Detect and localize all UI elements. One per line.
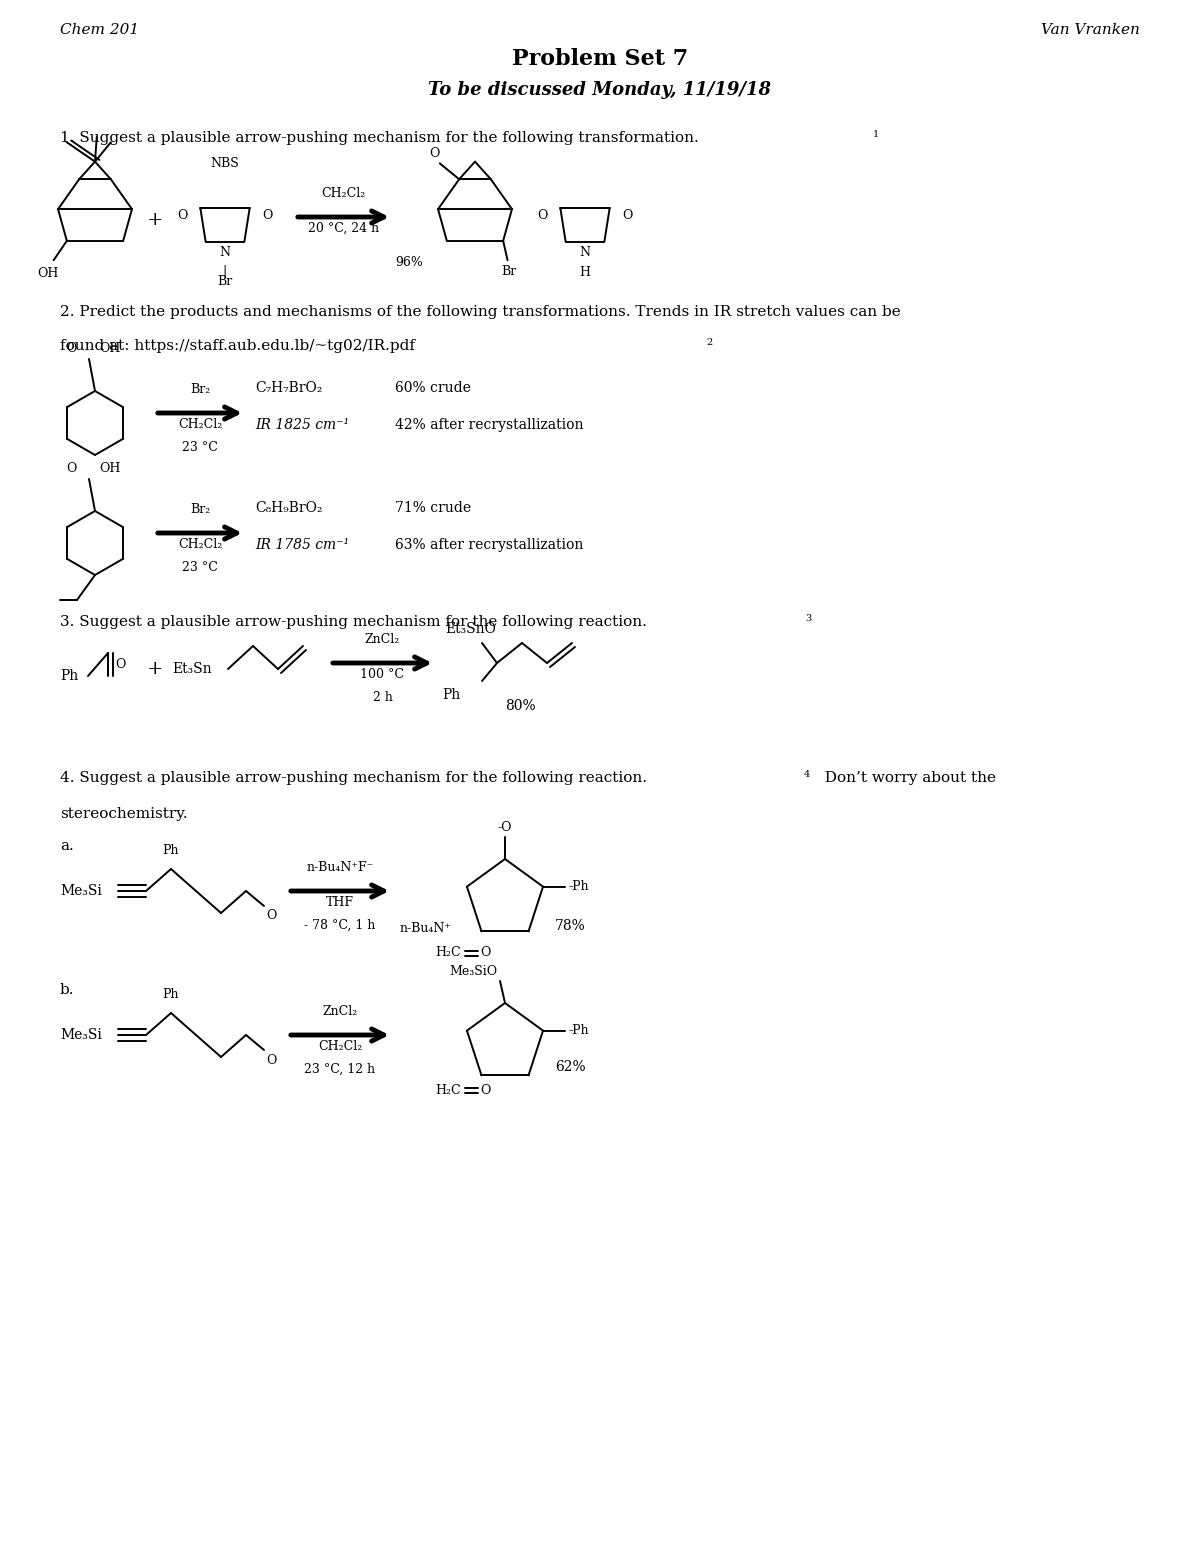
Text: 2: 2 bbox=[706, 339, 713, 346]
Text: H₂C: H₂C bbox=[434, 1084, 461, 1096]
Text: 60% crude: 60% crude bbox=[395, 380, 470, 394]
Text: O: O bbox=[622, 208, 632, 222]
Text: O: O bbox=[430, 148, 439, 160]
Text: Me₃Si: Me₃Si bbox=[60, 884, 102, 898]
Text: C₈H₉BrO₂: C₈H₉BrO₂ bbox=[254, 502, 323, 516]
Text: IR 1785 cm⁻¹: IR 1785 cm⁻¹ bbox=[254, 537, 349, 551]
Text: IR 1825 cm⁻¹: IR 1825 cm⁻¹ bbox=[254, 418, 349, 432]
Text: ZnCl₂: ZnCl₂ bbox=[365, 634, 400, 646]
Text: 2 h: 2 h bbox=[372, 691, 392, 704]
Text: 20 °C, 24 h: 20 °C, 24 h bbox=[308, 222, 379, 235]
Text: Br₂: Br₂ bbox=[190, 384, 210, 396]
Text: 4. Suggest a plausible arrow-pushing mechanism for the following reaction.: 4. Suggest a plausible arrow-pushing mec… bbox=[60, 770, 647, 784]
Text: n-Bu₄N⁺F⁻: n-Bu₄N⁺F⁻ bbox=[306, 860, 373, 874]
Text: 80%: 80% bbox=[505, 699, 535, 713]
Text: n-Bu₄N⁺: n-Bu₄N⁺ bbox=[400, 922, 452, 935]
Text: O: O bbox=[266, 1053, 276, 1067]
Text: +: + bbox=[146, 660, 163, 679]
Text: 71% crude: 71% crude bbox=[395, 502, 472, 516]
Text: Problem Set 7: Problem Set 7 bbox=[512, 48, 688, 70]
Text: +: + bbox=[146, 211, 163, 228]
Text: Ph: Ph bbox=[442, 688, 461, 702]
Text: 78%: 78% bbox=[554, 919, 586, 933]
Text: |: | bbox=[223, 264, 227, 278]
Text: found at: https://staff.aub.edu.lb/~tg02/IR.pdf: found at: https://staff.aub.edu.lb/~tg02… bbox=[60, 339, 415, 353]
Text: THF: THF bbox=[326, 896, 354, 909]
Text: CH₂Cl₂: CH₂Cl₂ bbox=[178, 537, 222, 551]
Text: stereochemistry.: stereochemistry. bbox=[60, 808, 187, 822]
Text: Ph: Ph bbox=[163, 843, 179, 857]
Text: H: H bbox=[580, 267, 590, 280]
Text: O: O bbox=[480, 946, 491, 960]
Text: Ph: Ph bbox=[163, 988, 179, 1002]
Text: C₇H₇BrO₂: C₇H₇BrO₂ bbox=[254, 380, 323, 394]
Text: 3: 3 bbox=[805, 613, 811, 623]
Text: Van Vranken: Van Vranken bbox=[1042, 23, 1140, 37]
Text: Br₂: Br₂ bbox=[190, 503, 210, 516]
Text: OH: OH bbox=[98, 461, 120, 475]
Text: -Ph: -Ph bbox=[568, 1023, 589, 1037]
Text: OH: OH bbox=[37, 267, 58, 280]
Text: O: O bbox=[538, 208, 548, 222]
Text: O: O bbox=[178, 208, 188, 222]
Text: OH: OH bbox=[98, 342, 120, 356]
Text: O: O bbox=[266, 910, 276, 922]
Text: a.: a. bbox=[60, 839, 73, 853]
Text: 23 °C: 23 °C bbox=[182, 441, 218, 453]
Text: To be discussed Monday, 11/19/18: To be discussed Monday, 11/19/18 bbox=[428, 81, 772, 99]
Text: ZnCl₂: ZnCl₂ bbox=[323, 1005, 358, 1019]
Text: 1. Suggest a plausible arrow-pushing mechanism for the following transformation.: 1. Suggest a plausible arrow-pushing mec… bbox=[60, 130, 698, 144]
Text: Me₃SiO: Me₃SiO bbox=[449, 964, 497, 978]
Text: b.: b. bbox=[60, 983, 74, 997]
Text: O: O bbox=[67, 461, 77, 475]
Text: 63% after recrystallization: 63% after recrystallization bbox=[395, 537, 583, 551]
Text: O: O bbox=[262, 208, 272, 222]
Text: CH₂Cl₂: CH₂Cl₂ bbox=[322, 186, 366, 200]
Text: 100 °C: 100 °C bbox=[360, 668, 404, 682]
Text: N: N bbox=[220, 245, 230, 259]
Text: CH₂Cl₂: CH₂Cl₂ bbox=[178, 418, 222, 432]
Text: Ph: Ph bbox=[60, 669, 78, 683]
Text: Br: Br bbox=[500, 266, 516, 278]
Text: H₂C: H₂C bbox=[434, 946, 461, 960]
Text: N: N bbox=[580, 245, 590, 259]
Text: 23 °C, 12 h: 23 °C, 12 h bbox=[305, 1062, 376, 1076]
Text: CH₂Cl₂: CH₂Cl₂ bbox=[318, 1041, 362, 1053]
Text: Br: Br bbox=[217, 275, 233, 289]
Text: Me₃Si: Me₃Si bbox=[60, 1028, 102, 1042]
Text: -Ph: -Ph bbox=[568, 881, 589, 893]
Text: 96%: 96% bbox=[395, 256, 422, 270]
Text: - 78 °C, 1 h: - 78 °C, 1 h bbox=[305, 919, 376, 932]
Text: -O: -O bbox=[498, 822, 512, 834]
Text: 23 °C: 23 °C bbox=[182, 561, 218, 575]
Text: NBS: NBS bbox=[211, 157, 239, 171]
Text: Et₃SnO: Et₃SnO bbox=[445, 623, 496, 637]
Text: 3. Suggest a plausible arrow-pushing mechanism for the following reaction.: 3. Suggest a plausible arrow-pushing mec… bbox=[60, 615, 647, 629]
Text: Don’t worry about the: Don’t worry about the bbox=[815, 770, 996, 784]
Text: 62%: 62% bbox=[554, 1061, 586, 1075]
Text: Et₃Sn: Et₃Sn bbox=[172, 662, 211, 676]
Text: O: O bbox=[67, 342, 77, 356]
Text: 42% after recrystallization: 42% after recrystallization bbox=[395, 418, 583, 432]
Text: Chem 201: Chem 201 bbox=[60, 23, 139, 37]
Text: 4: 4 bbox=[804, 770, 810, 780]
Text: 1: 1 bbox=[874, 130, 880, 140]
Text: O: O bbox=[480, 1084, 491, 1096]
Text: 2. Predict the products and mechanisms of the following transformations. Trends : 2. Predict the products and mechanisms o… bbox=[60, 304, 901, 318]
Text: O: O bbox=[115, 658, 125, 671]
